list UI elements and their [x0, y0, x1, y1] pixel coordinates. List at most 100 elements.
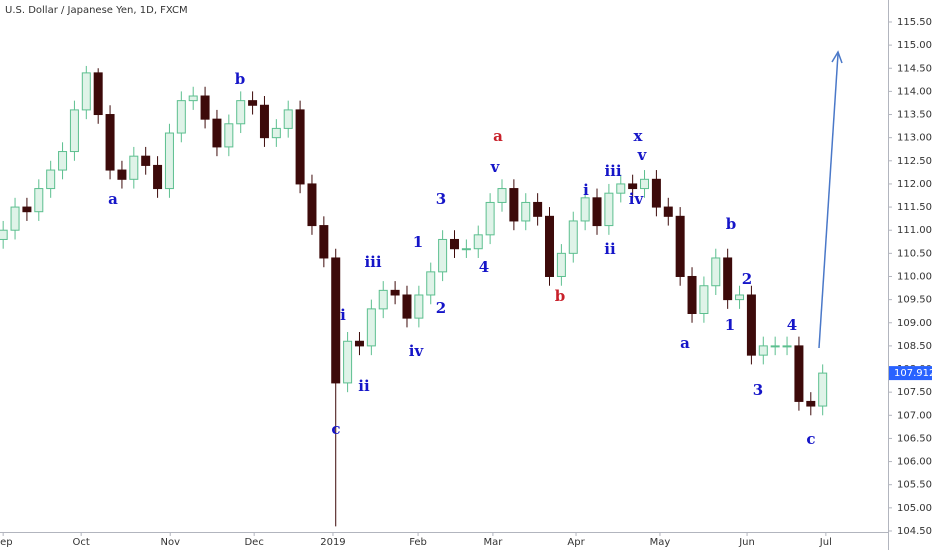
candle-body	[307, 183, 317, 227]
candle-body	[545, 215, 555, 277]
candle-body	[461, 248, 471, 251]
candle-body	[818, 372, 828, 407]
wave-label: iii	[604, 162, 621, 180]
y-tick-label: 105.500	[897, 480, 932, 491]
candle-body	[259, 104, 269, 139]
candle-body	[473, 234, 483, 250]
candle-body	[711, 257, 721, 287]
candle-body	[604, 192, 614, 227]
candle-body	[628, 183, 638, 190]
candle-body	[533, 201, 543, 217]
candle-body	[105, 114, 115, 171]
candle-body	[200, 95, 210, 120]
candle-body	[0, 229, 8, 240]
candle-body	[46, 169, 56, 190]
candle-body	[164, 132, 174, 190]
last-price-label: 107.912	[894, 368, 932, 379]
x-tick-label: Apr	[567, 537, 585, 548]
candle-body	[283, 109, 293, 129]
wave-label: v	[490, 158, 501, 176]
projection-arrow	[818, 53, 839, 349]
candle-body	[58, 151, 68, 171]
candle-body	[497, 188, 507, 203]
wave-label: i	[340, 306, 346, 324]
y-tick-label: 108.500	[897, 341, 932, 352]
wave-label: b	[726, 215, 737, 233]
candle-body	[687, 275, 697, 314]
candle-body	[640, 178, 650, 190]
candle-body	[271, 127, 281, 139]
y-tick-label: 106.500	[897, 433, 932, 444]
candle-body	[402, 294, 412, 319]
x-tick-label: Jul	[819, 537, 832, 548]
y-tick-label: 107.500	[897, 387, 932, 398]
wave-label: ii	[604, 240, 616, 258]
candle-body	[378, 289, 388, 310]
candle-body	[81, 72, 91, 111]
wave-label: 3	[436, 190, 446, 208]
candle-body	[248, 100, 258, 106]
candle-body	[10, 206, 20, 231]
wave-label: x	[634, 127, 644, 145]
candle-body	[212, 118, 222, 148]
arrow-head	[831, 50, 843, 64]
candle-body	[806, 400, 816, 407]
wave-label: b	[555, 287, 566, 305]
x-tick-label: Dec	[244, 537, 263, 548]
y-tick-label: 113.500	[897, 110, 932, 121]
x-tick-label: Sep	[0, 537, 13, 548]
wave-label: iii	[364, 253, 381, 271]
wave-label: b	[235, 70, 246, 88]
y-tick-label: 115.500	[897, 17, 932, 28]
y-tick-label: 114.000	[897, 86, 932, 97]
wave-label: i	[583, 181, 589, 199]
candle-body	[426, 271, 436, 296]
candle-body	[69, 109, 79, 153]
wave-label: v	[637, 146, 648, 164]
candle-body	[449, 238, 459, 250]
candle-body	[580, 197, 590, 222]
y-tick-label: 111.000	[897, 225, 932, 236]
y-tick-label: 105.000	[897, 503, 932, 514]
candle-body	[509, 188, 519, 222]
candle-body	[390, 289, 400, 296]
candle-body	[117, 169, 127, 180]
candle-body	[22, 206, 32, 213]
candle-body	[782, 345, 792, 348]
candle-body	[224, 123, 234, 148]
candle-body	[758, 345, 768, 356]
candle-body	[331, 257, 341, 384]
x-tick-label: 2019	[320, 537, 345, 548]
y-tick-label: 104.500	[897, 526, 932, 537]
candle-body	[141, 155, 151, 166]
y-tick-label: 107.000	[897, 410, 932, 421]
candle-body	[651, 178, 661, 208]
candle-body	[236, 100, 246, 125]
candle-body	[746, 294, 756, 356]
candle-body	[556, 252, 566, 277]
wave-label: ii	[358, 377, 370, 395]
y-tick-label: 110.500	[897, 248, 932, 259]
candle-body	[770, 345, 780, 348]
candle-body	[675, 215, 685, 277]
y-tick-label: 113.000	[897, 133, 932, 144]
candle-body	[414, 294, 424, 319]
y-tick-label: 109.500	[897, 295, 932, 306]
candle-body	[521, 201, 531, 222]
candle-body	[663, 206, 673, 217]
candle-body	[723, 257, 733, 301]
y-tick-label: 111.500	[897, 202, 932, 213]
wave-label: a	[680, 334, 690, 352]
candle-body	[188, 95, 198, 102]
wave-label: 2	[436, 299, 446, 317]
wave-label: 1	[725, 316, 735, 334]
y-tick-label: 110.000	[897, 271, 932, 282]
wave-label: 3	[753, 381, 763, 399]
candle-body	[699, 285, 709, 314]
candle-body	[343, 340, 353, 384]
chart-title: U.S. Dollar / Japanese Yen, 1D, FXCM	[5, 5, 188, 16]
y-tick-label: 112.500	[897, 156, 932, 167]
wave-label: iv	[629, 190, 645, 208]
